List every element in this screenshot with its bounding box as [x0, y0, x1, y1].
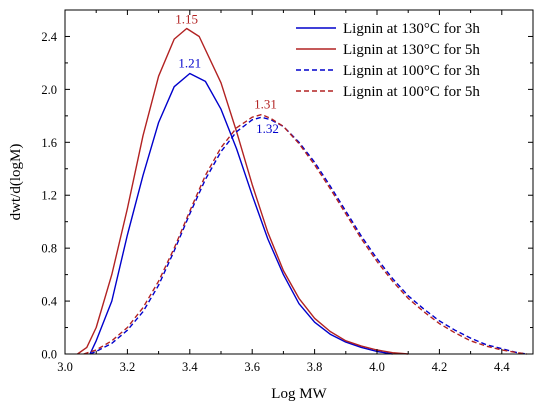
y-tick-label: 2.0	[41, 83, 57, 97]
y-tick-label: 0.8	[41, 242, 57, 256]
series-line-3	[89, 116, 527, 355]
legend-label-4: Lignin at 100°C for 5h	[343, 84, 480, 100]
x-tick-label: 3.8	[307, 360, 323, 374]
legend-label-2: Lignin at 130°C for 5h	[343, 42, 480, 58]
x-tick-label: 4.2	[432, 360, 448, 374]
y-tick-label: 2.4	[41, 30, 57, 44]
plot-frame	[64, 9, 534, 355]
x-tick-label: 3.6	[244, 360, 260, 374]
legend: Lignin at 130°C for 3h Lignin at 130°C fo…	[296, 21, 480, 100]
y-tick-label: 0.0	[41, 348, 57, 362]
x-axis-title: Log MW	[271, 386, 327, 402]
legend-label-1: Lignin at 130°C for 3h	[343, 21, 480, 37]
y-axis-title: dwt/d(logM)	[8, 144, 24, 221]
axis-ticks	[64, 9, 533, 355]
peak-label-1: 1.21	[178, 56, 201, 71]
x-tick-label: 4.4	[494, 360, 510, 374]
x-tick-label: 3.0	[57, 360, 73, 374]
series-line-4	[83, 113, 527, 355]
peak-label-4: 1.31	[254, 97, 277, 112]
peak-label-3: 1.32	[256, 121, 279, 136]
series-line-1	[89, 72, 393, 355]
y-tick-label: 1.2	[41, 189, 57, 203]
x-tick-label: 3.4	[182, 360, 198, 374]
y-tick-label: 0.4	[41, 295, 57, 309]
legend-label-3: Lignin at 100°C for 3h	[343, 63, 480, 79]
x-tick-label: 3.2	[120, 360, 136, 374]
x-tick-label: 4.0	[369, 360, 385, 374]
peak-label-2: 1.15	[175, 12, 198, 27]
y-tick-label: 1.6	[41, 136, 57, 150]
peak-labels: 1.21 1.15 1.32 1.31	[175, 12, 279, 137]
tick-labels: 3.0 3.2 3.4 3.6 3.8 4.0 4.2 4.4 0.0 0.4 0.8 1.2 1.6 2…	[41, 30, 510, 374]
series-lines	[77, 27, 527, 355]
